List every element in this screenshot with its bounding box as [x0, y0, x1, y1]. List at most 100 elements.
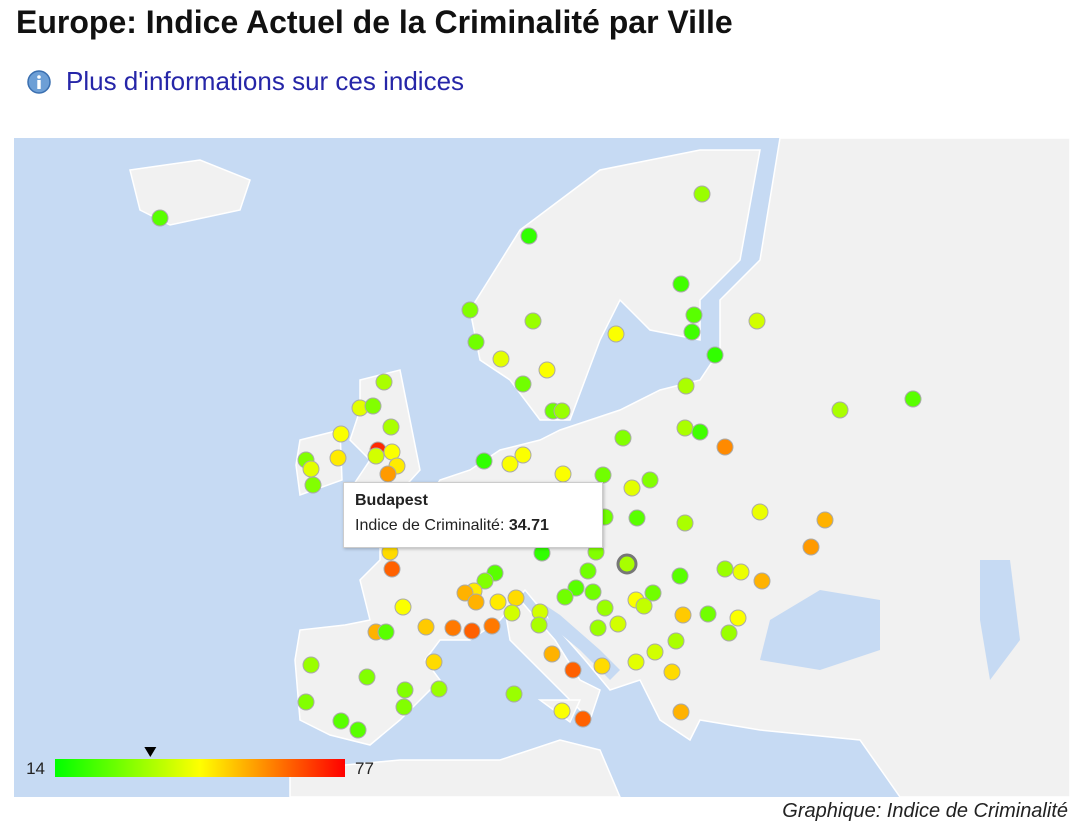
map: 14 77: [14, 138, 1070, 797]
city-point: [489, 593, 507, 611]
city-point: [635, 597, 653, 615]
info-row: Plus d'informations sur ces indices: [26, 66, 464, 97]
page-title: Europe: Indice Actuel de la Criminalité …: [16, 4, 733, 40]
city-point: [720, 624, 738, 642]
city-point: [501, 455, 519, 473]
city-point: [425, 653, 443, 671]
city-point: [567, 579, 585, 597]
city-point: [672, 275, 690, 293]
city-point: [904, 390, 922, 408]
city-point: [671, 567, 689, 585]
city-point: [716, 560, 734, 578]
city-point: [553, 402, 571, 420]
city-point: [524, 312, 542, 330]
city-point: [593, 657, 611, 675]
city-point: [627, 653, 645, 671]
city-points: [151, 185, 922, 739]
city-point: [514, 375, 532, 393]
city-point: [492, 350, 510, 368]
city-point: [623, 479, 641, 497]
city-point: [594, 466, 612, 484]
city-point: [596, 599, 614, 617]
city-point: [467, 593, 485, 611]
city-point: [553, 702, 571, 720]
city-point: [329, 449, 347, 467]
info-link[interactable]: Plus d'informations sur ces indices: [66, 66, 465, 96]
city-point: [554, 465, 572, 483]
city-point: [753, 572, 771, 590]
city-point: [677, 377, 695, 395]
city-point: [475, 452, 493, 470]
city-point: [530, 616, 548, 634]
city-point: [748, 312, 766, 330]
city-point: [538, 361, 556, 379]
city-point: [375, 373, 393, 391]
city-point: [505, 685, 523, 703]
city-point: [685, 306, 703, 324]
tooltip-label: Indice de Criminalité:: [355, 517, 505, 534]
city-point: [802, 538, 820, 556]
legend-gradient: [55, 759, 345, 777]
city-point: [456, 584, 474, 602]
city-point: [589, 619, 607, 637]
city-point: [699, 605, 717, 623]
city-point: [614, 429, 632, 447]
color-legend: 14 77: [26, 747, 374, 778]
city-point: [609, 615, 627, 633]
city-point: [467, 333, 485, 351]
city-point: [732, 563, 750, 581]
city-point: [831, 401, 849, 419]
city-point: [302, 460, 320, 478]
city-point: [483, 617, 501, 635]
city-point: [691, 423, 709, 441]
city-point: [394, 598, 412, 616]
city-point: [693, 185, 711, 203]
city-point: [461, 301, 479, 319]
city-point: [644, 584, 662, 602]
city-point: [476, 572, 494, 590]
legend-min: 14: [26, 759, 45, 778]
city-point: [349, 721, 367, 739]
city-point: [383, 560, 401, 578]
city-point: [379, 465, 397, 483]
city-point: [382, 418, 400, 436]
tooltip-city: Budapest: [355, 492, 428, 509]
city-point: [151, 209, 169, 227]
city-point: [672, 703, 690, 721]
info-icon: [27, 69, 51, 94]
city-point: [520, 227, 538, 245]
city-point: [463, 622, 481, 640]
city-point: [444, 619, 462, 637]
city-point: [507, 589, 525, 607]
city-point: [430, 680, 448, 698]
city-point: [674, 606, 692, 624]
city-point: [716, 438, 734, 456]
city-point-selected: [616, 553, 638, 575]
city-point: [676, 419, 694, 437]
city-point: [395, 698, 413, 716]
city-point: [364, 397, 382, 415]
city-point: [816, 511, 834, 529]
city-point: [628, 509, 646, 527]
legend-max: 77: [355, 759, 374, 778]
city-point: [503, 604, 521, 622]
city-point: [646, 643, 664, 661]
city-point: [667, 632, 685, 650]
city-point: [556, 588, 574, 606]
city-point: [641, 471, 659, 489]
city-point: [332, 712, 350, 730]
tooltip: Budapest Indice de Criminalité: 34.71: [343, 482, 603, 548]
city-point: [584, 583, 602, 601]
city-point: [729, 609, 747, 627]
city-point: [574, 710, 592, 728]
city-point: [332, 425, 350, 443]
city-point: [396, 681, 414, 699]
city-point: [663, 663, 681, 681]
city-point: [367, 447, 385, 465]
city-point: [579, 562, 597, 580]
city-point: [564, 661, 582, 679]
city-point: [304, 476, 322, 494]
city-point: [543, 645, 561, 663]
city-point: [683, 323, 701, 341]
